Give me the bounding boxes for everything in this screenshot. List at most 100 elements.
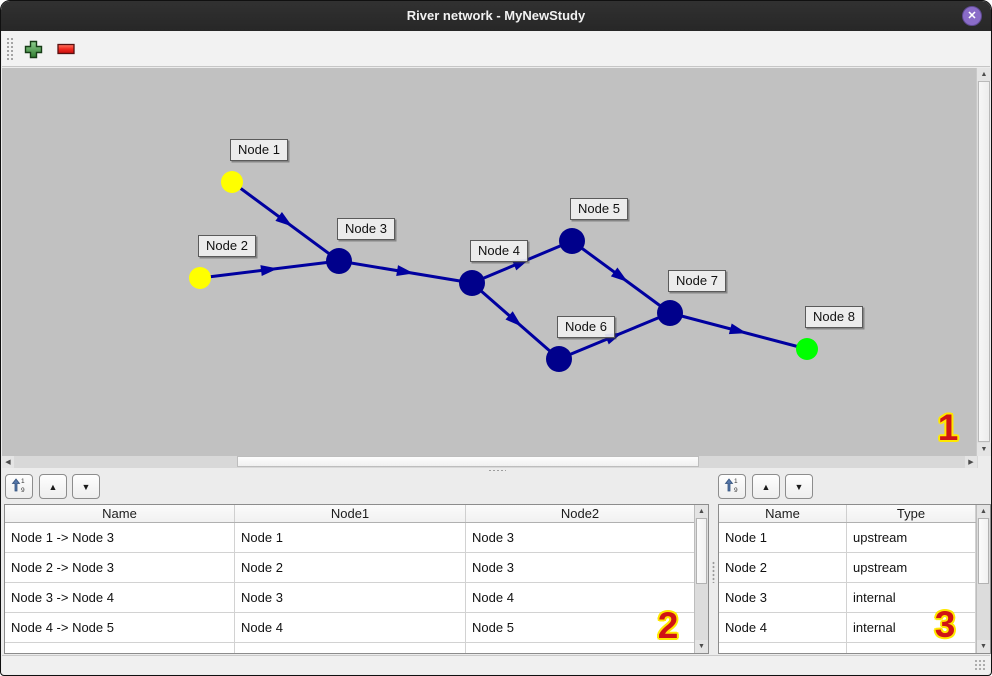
node-label-node-4[interactable]: Node 4 <box>470 240 528 262</box>
scroll-down-icon[interactable]: ▼ <box>695 640 708 653</box>
scroll-up-icon[interactable]: ▲ <box>977 68 991 81</box>
canvas-hscroll-thumb[interactable] <box>237 456 699 467</box>
add-node-button[interactable] <box>21 37 45 61</box>
node-label-node-2[interactable]: Node 2 <box>198 235 256 257</box>
table-cell[interactable]: internal <box>847 583 976 612</box>
table-row[interactable]: Node 4 -> Node 5 Node 4 Node 5 <box>5 613 708 643</box>
column-header-name[interactable]: Name <box>719 505 847 522</box>
network-node-node-2[interactable] <box>189 267 211 289</box>
svg-text:1: 1 <box>734 478 738 485</box>
table-cell[interactable] <box>466 643 695 653</box>
sort-nodes-button[interactable]: 1 9 <box>718 474 746 499</box>
close-icon[interactable]: ✕ <box>962 6 982 26</box>
sort-reaches-button[interactable]: 1 9 <box>5 474 33 499</box>
canvas-vertical-scrollbar[interactable]: ▲ ▼ <box>976 68 991 456</box>
table-row[interactable]: Node 1 -> Node 3 Node 1 Node 3 <box>5 523 708 553</box>
table-row[interactable]: Node 1 upstream <box>719 523 990 553</box>
table-cell[interactable]: internal <box>847 613 976 642</box>
titlebar[interactable]: River network - MyNewStudy ✕ <box>1 1 991 31</box>
table-cell[interactable]: Node 3 <box>466 523 695 552</box>
table-row[interactable]: Node 2 -> Node 3 Node 2 Node 3 <box>5 553 708 583</box>
table-cell[interactable]: Node 2 -> Node 3 <box>5 553 235 582</box>
svg-text:9: 9 <box>734 487 738 494</box>
scroll-up-icon[interactable]: ▲ <box>977 505 990 518</box>
scroll-left-icon[interactable]: ◀ <box>2 456 14 468</box>
table-cell[interactable]: Node 1 <box>235 523 466 552</box>
table-cell[interactable]: Node 3 -> Node 4 <box>5 583 235 612</box>
triangle-up-icon: ▲ <box>48 481 58 492</box>
reaches-table-header: Name Node1 Node2 <box>5 505 708 523</box>
table-cell[interactable]: Node 3 <box>466 553 695 582</box>
table-cell[interactable]: Node 3 <box>235 583 466 612</box>
network-node-node-5[interactable] <box>559 228 585 254</box>
svg-text:1: 1 <box>21 478 25 485</box>
canvas-horizontal-scrollbar[interactable]: ◀ ▶ <box>2 456 978 468</box>
table-cell[interactable]: upstream <box>847 523 976 552</box>
status-bar <box>2 655 990 674</box>
table-row[interactable]: Node 3 internal <box>719 583 990 613</box>
column-header-type[interactable]: Type <box>847 505 976 522</box>
table-row[interactable] <box>719 643 990 653</box>
node-label-node-1[interactable]: Node 1 <box>230 139 288 161</box>
column-header-node1[interactable]: Node1 <box>235 505 466 522</box>
network-node-node-8[interactable] <box>796 338 818 360</box>
scroll-down-icon[interactable]: ▼ <box>977 640 990 653</box>
scroll-down-icon[interactable]: ▼ <box>977 443 991 456</box>
move-node-up-button[interactable]: ▲ <box>752 474 780 499</box>
network-node-node-7[interactable] <box>657 300 683 326</box>
table-row[interactable]: Node 3 -> Node 4 Node 3 Node 4 <box>5 583 708 613</box>
node-label-node-6[interactable]: Node 6 <box>557 316 615 338</box>
network-canvas[interactable]: Node 1 Node 2 Node 3 Node 4 Node 5 Node 6 Node… <box>2 68 978 456</box>
node-label-node-3[interactable]: Node 3 <box>337 218 395 240</box>
table-cell[interactable]: upstream <box>847 553 976 582</box>
triangle-up-icon: ▲ <box>761 481 771 492</box>
toolbar-drag-handle[interactable] <box>6 37 14 61</box>
table-row[interactable] <box>5 643 708 653</box>
reaches-scroll-thumb[interactable] <box>696 518 707 584</box>
network-node-node-1[interactable] <box>221 171 243 193</box>
nodes-scroll-thumb[interactable] <box>978 518 989 584</box>
table-cell[interactable]: Node 4 <box>466 583 695 612</box>
window-title: River network - MyNewStudy <box>406 8 586 23</box>
node-label-node-7[interactable]: Node 7 <box>668 270 726 292</box>
table-row[interactable]: Node 4 internal <box>719 613 990 643</box>
scroll-right-icon[interactable]: ▶ <box>965 456 977 468</box>
table-row[interactable]: Node 2 upstream <box>719 553 990 583</box>
table-cell[interactable] <box>719 643 847 653</box>
table-cell[interactable]: Node 2 <box>719 553 847 582</box>
table-cell[interactable]: Node 4 -> Node 5 <box>5 613 235 642</box>
network-node-node-6[interactable] <box>546 346 572 372</box>
green-plus-icon <box>21 40 45 59</box>
network-node-node-4[interactable] <box>459 270 485 296</box>
table-cell[interactable]: Node 2 <box>235 553 466 582</box>
column-header-name[interactable]: Name <box>5 505 235 522</box>
column-header-node2[interactable]: Node2 <box>466 505 695 522</box>
table-cell[interactable]: Node 5 <box>466 613 695 642</box>
resize-grip[interactable] <box>974 659 986 671</box>
network-node-node-3[interactable] <box>326 248 352 274</box>
node-label-node-5[interactable]: Node 5 <box>570 198 628 220</box>
canvas-vscroll-thumb[interactable] <box>978 81 990 442</box>
network-graph <box>189 171 818 372</box>
horizontal-splitter[interactable] <box>2 468 991 473</box>
move-reach-up-button[interactable]: ▲ <box>39 474 67 499</box>
nodes-table-scrollbar[interactable]: ▲ ▼ <box>976 505 990 653</box>
reaches-table: Name Node1 Node2 Node 1 -> Node 3 Node 1 Nod… <box>4 504 709 654</box>
table-cell[interactable]: Node 4 <box>719 613 847 642</box>
table-cell[interactable] <box>235 643 466 653</box>
scroll-up-icon[interactable]: ▲ <box>695 505 708 518</box>
move-node-down-button[interactable]: ▼ <box>785 474 813 499</box>
table-cell[interactable]: Node 4 <box>235 613 466 642</box>
sort-ascending-icon: 1 9 <box>723 476 741 497</box>
reaches-table-scrollbar[interactable]: ▲ ▼ <box>694 505 708 653</box>
table-cell[interactable]: Node 3 <box>719 583 847 612</box>
remove-node-button[interactable] <box>54 37 78 61</box>
table-cell[interactable]: Node 1 <box>719 523 847 552</box>
table-cell[interactable] <box>5 643 235 653</box>
table-cell[interactable] <box>847 643 976 653</box>
node-label-node-8[interactable]: Node 8 <box>805 306 863 328</box>
table-cell[interactable]: Node 1 -> Node 3 <box>5 523 235 552</box>
vertical-splitter[interactable] <box>710 473 716 657</box>
move-reach-down-button[interactable]: ▼ <box>72 474 100 499</box>
